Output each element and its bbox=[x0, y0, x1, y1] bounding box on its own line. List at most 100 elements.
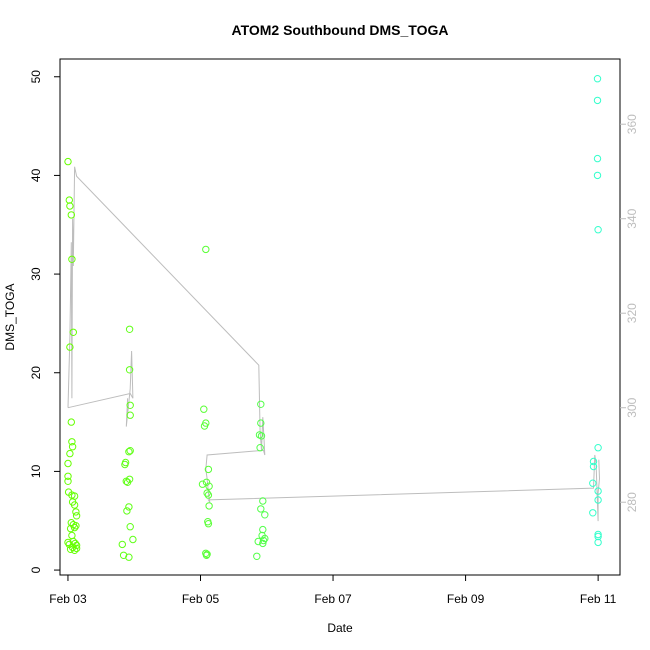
data-point bbox=[257, 419, 265, 427]
data-point bbox=[72, 544, 81, 553]
data-point bbox=[125, 366, 134, 374]
data-point bbox=[593, 154, 602, 163]
y-tick-label: 30 bbox=[29, 267, 43, 281]
data-point bbox=[589, 509, 597, 517]
line-series bbox=[67, 166, 601, 522]
y2-tick-label: 280 bbox=[625, 492, 639, 512]
data-point bbox=[256, 444, 264, 452]
data-point bbox=[64, 459, 72, 468]
data-point bbox=[126, 523, 134, 531]
data-point bbox=[594, 444, 602, 452]
data-point bbox=[65, 196, 74, 204]
data-point bbox=[257, 400, 265, 408]
data-point bbox=[593, 171, 602, 180]
data-point bbox=[66, 524, 75, 533]
data-point bbox=[66, 202, 74, 210]
data-point bbox=[259, 497, 267, 505]
y2-tick-label: 360 bbox=[625, 114, 639, 134]
data-point bbox=[125, 325, 134, 333]
data-point bbox=[205, 502, 213, 510]
data-point bbox=[589, 462, 598, 471]
data-point bbox=[253, 552, 261, 560]
data-point bbox=[69, 328, 78, 336]
track-line-segment bbox=[67, 350, 134, 427]
data-point bbox=[261, 511, 269, 519]
y-tick-label: 50 bbox=[29, 70, 43, 84]
data-point bbox=[200, 422, 209, 430]
data-point bbox=[261, 534, 269, 543]
point-series bbox=[64, 75, 602, 561]
data-point bbox=[594, 487, 602, 495]
track-line bbox=[67, 166, 601, 522]
data-point bbox=[257, 505, 265, 513]
x-tick-label: Feb 09 bbox=[447, 592, 485, 606]
y-axis-label: DMS_TOGA bbox=[3, 283, 17, 350]
data-point bbox=[594, 530, 602, 539]
data-point bbox=[259, 536, 268, 545]
y2-tick-label: 340 bbox=[625, 208, 639, 228]
data-point bbox=[123, 478, 132, 486]
data-point bbox=[123, 507, 131, 515]
data-point bbox=[70, 546, 79, 554]
data-point bbox=[593, 75, 602, 83]
data-point bbox=[594, 496, 602, 504]
data-point bbox=[68, 531, 76, 540]
x-tick-label: Feb 03 bbox=[49, 592, 87, 606]
data-point bbox=[64, 157, 72, 166]
data-point bbox=[259, 539, 267, 548]
data-point bbox=[204, 520, 213, 528]
data-point bbox=[254, 537, 262, 546]
data-point bbox=[202, 478, 211, 486]
data-point bbox=[126, 447, 134, 455]
y-tick-label: 40 bbox=[29, 168, 43, 182]
data-point bbox=[125, 553, 133, 561]
data-point bbox=[126, 411, 134, 419]
data-point bbox=[204, 465, 213, 474]
x-tick-label: Feb 05 bbox=[182, 592, 220, 606]
data-point bbox=[125, 448, 133, 456]
data-point bbox=[198, 480, 207, 488]
data-point bbox=[66, 343, 74, 351]
y2-axis: 280 300 320 340 360 bbox=[620, 114, 639, 512]
x-tick-label: Feb 11 bbox=[580, 592, 617, 606]
data-point bbox=[72, 508, 80, 516]
data-point bbox=[594, 538, 602, 547]
data-point bbox=[70, 501, 79, 509]
data-point bbox=[67, 418, 76, 426]
data-point bbox=[72, 541, 81, 550]
x-axis: Feb 03 Feb 05 Feb 07 Feb 09 Feb 11 bbox=[49, 575, 617, 606]
data-point bbox=[122, 477, 131, 485]
x-tick-label: Feb 07 bbox=[314, 592, 352, 606]
data-point bbox=[70, 523, 79, 532]
data-point bbox=[68, 438, 76, 446]
data-point bbox=[121, 460, 129, 469]
y-axis: 0 10 20 30 40 50 bbox=[29, 70, 60, 573]
data-point bbox=[67, 211, 76, 219]
data-point bbox=[72, 512, 81, 520]
y-tick-label: 20 bbox=[29, 366, 43, 380]
data-point bbox=[125, 503, 133, 511]
data-point bbox=[202, 551, 211, 559]
data-point bbox=[589, 457, 598, 466]
data-point bbox=[71, 539, 79, 548]
chart-title: ATOM2 Southbound DMS_TOGA bbox=[232, 22, 449, 38]
data-point bbox=[64, 472, 72, 480]
y-tick-label: 0 bbox=[29, 566, 43, 573]
data-point bbox=[594, 226, 602, 234]
y2-tick-label: 320 bbox=[625, 303, 639, 323]
data-point bbox=[589, 479, 597, 487]
data-point bbox=[204, 491, 213, 499]
data-point bbox=[205, 482, 213, 490]
data-point bbox=[200, 405, 208, 413]
data-point bbox=[118, 540, 127, 549]
data-point bbox=[64, 538, 72, 547]
data-point bbox=[202, 245, 210, 254]
data-point bbox=[68, 255, 76, 263]
data-point bbox=[257, 432, 266, 440]
data-point bbox=[64, 477, 72, 485]
data-point bbox=[203, 489, 211, 497]
data-point bbox=[259, 525, 267, 534]
data-point bbox=[68, 443, 77, 451]
data-point bbox=[119, 551, 128, 559]
